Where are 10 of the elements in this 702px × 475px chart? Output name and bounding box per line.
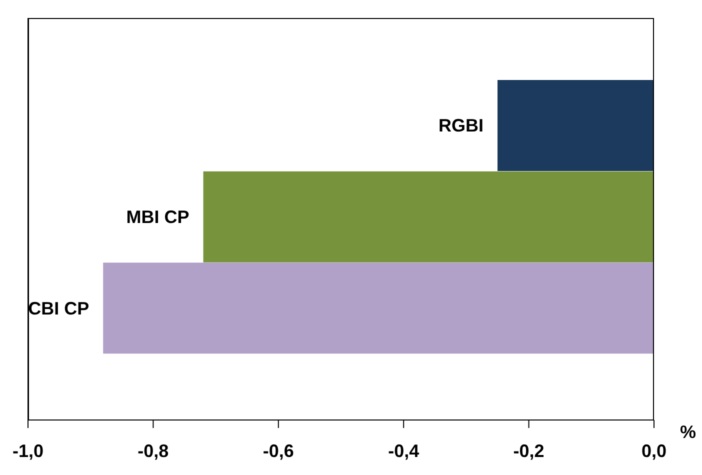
x-axis-title: % (680, 422, 696, 442)
x-tick-label: -0,8 (138, 440, 169, 461)
x-tick-label: -0,6 (262, 440, 294, 461)
y-tick-label: MBI CP (126, 207, 190, 227)
y-tick-label: RGBI (438, 116, 484, 136)
x-tick-label: -0,2 (513, 440, 544, 461)
x-tick-label: 0,0 (641, 440, 667, 461)
x-tick-label: -1,0 (12, 440, 44, 461)
y-tick-label: CBI CP (28, 298, 90, 318)
x-tick-label: -0,4 (388, 440, 420, 461)
